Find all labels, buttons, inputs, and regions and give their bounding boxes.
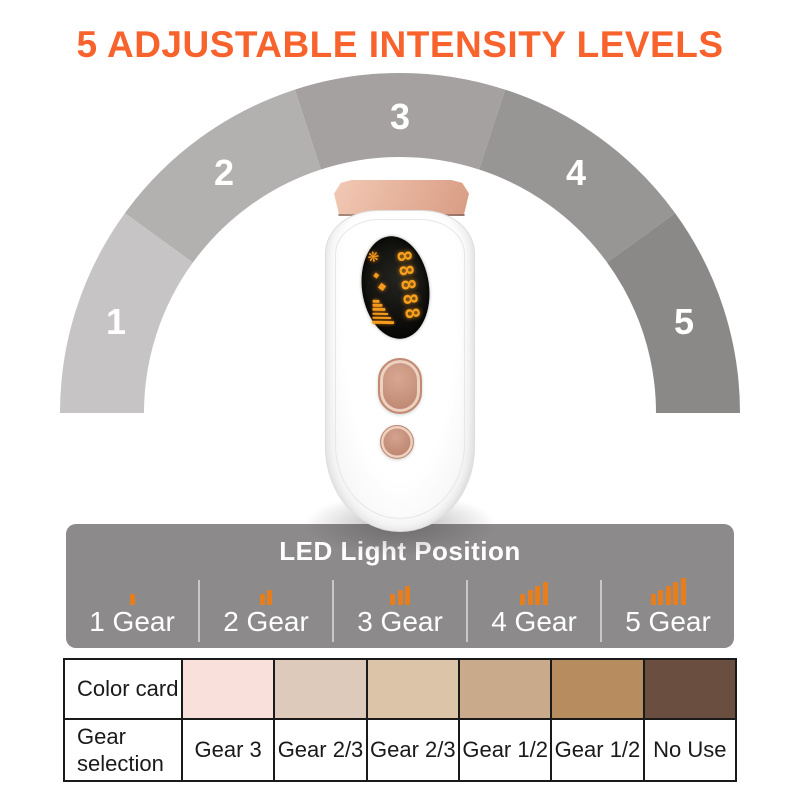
color-swatch — [365, 658, 460, 720]
gear-value: No Use — [642, 718, 738, 782]
led-panel-title: LED Light Position — [66, 524, 734, 567]
arc-label-2: 2 — [214, 152, 234, 193]
gear-label: 4 Gear — [491, 605, 577, 637]
gear-label: 2 Gear — [223, 605, 309, 637]
gear-selection-row: Gear selection Gear 3 Gear 2/3 Gear 2/3 … — [63, 718, 738, 782]
gear-bar — [673, 581, 678, 605]
gear-bar — [390, 594, 395, 605]
gear-bar — [267, 590, 273, 605]
gear-bars-icon — [390, 580, 410, 605]
gear-bar — [680, 577, 686, 605]
arc-segment-4 — [479, 89, 676, 263]
arc-segment-5 — [607, 213, 740, 413]
gear-bars-icon — [520, 580, 548, 605]
page-title: 5 ADJUSTABLE INTENSITY LEVELS — [76, 24, 724, 65]
gear-bar — [397, 590, 403, 605]
gear-bar — [650, 594, 656, 605]
fan-icon: ❋ — [366, 248, 381, 266]
large-diamond-icon: ◆ — [376, 280, 388, 294]
gear-bar — [527, 590, 533, 605]
color-swatch — [642, 658, 738, 720]
gear-bar — [665, 586, 671, 605]
gear-cells: 1 Gear 2 Gear 3 Gear 4 Gear 5 Gear — [66, 577, 734, 642]
gear-bar — [542, 581, 548, 605]
gear-bar — [658, 590, 663, 605]
gear-cell-5: 5 Gear — [600, 577, 734, 642]
gear-bar — [405, 586, 410, 605]
gear-cell-1: 1 Gear — [66, 580, 198, 642]
gear-value: Gear 1/2 — [457, 718, 553, 782]
arc-segment-2 — [124, 89, 321, 263]
flash-button — [378, 358, 422, 414]
arc-segment-3 — [294, 72, 506, 170]
arc-label-3: 3 — [390, 96, 410, 137]
device-front-face — [335, 219, 465, 519]
gear-label: 3 Gear — [357, 605, 443, 637]
power-button — [380, 425, 414, 459]
gear-value: Gear 2/3 — [273, 718, 368, 782]
intensity-arc: 1 2 3 4 5 — [59, 72, 740, 413]
display-digits: 88888 — [392, 248, 424, 324]
arc-label-5: 5 — [674, 301, 694, 342]
gear-label: 5 Gear — [625, 605, 711, 637]
arc-label-4: 4 — [566, 152, 586, 193]
gear-value: Gear 3 — [180, 718, 276, 782]
small-diamond-icon: ◆ — [372, 270, 380, 280]
gear-cell-3: 3 Gear — [332, 580, 466, 642]
color-swatch — [273, 658, 368, 720]
led-light-position-panel: LED Light Position 1 Gear 2 Gear 3 Gear … — [66, 524, 734, 648]
gear-cell-2: 2 Gear — [198, 580, 332, 642]
skin-tone-table: Color card Gear selection Gear 3 Gear 2/… — [63, 658, 738, 782]
gear-bars-icon — [259, 580, 273, 605]
color-swatch — [550, 658, 645, 720]
gear-cell-4: 4 Gear — [466, 580, 600, 642]
row-header: Gear selection — [63, 718, 183, 782]
gear-bars-icon — [650, 577, 686, 605]
intensity-level-icon — [372, 299, 395, 326]
gear-label: 1 Gear — [89, 605, 175, 637]
gear-bar — [129, 594, 135, 605]
gear-value: Gear 1/2 — [550, 718, 645, 782]
arc-segment-1 — [59, 213, 193, 413]
gear-bar — [259, 594, 265, 605]
gear-value: Gear 2/3 — [365, 718, 460, 782]
gear-bars-icon — [129, 580, 135, 605]
color-swatch — [180, 658, 276, 720]
color-card-row: Color card — [63, 658, 738, 720]
gear-bar — [520, 594, 526, 605]
arc-label-1: 1 — [106, 301, 126, 342]
gear-bar — [535, 586, 541, 605]
row-header: Color card — [63, 658, 183, 720]
color-swatch — [457, 658, 553, 720]
ipl-device: ❋ ◆ ◆ 88888 — [325, 178, 475, 532]
